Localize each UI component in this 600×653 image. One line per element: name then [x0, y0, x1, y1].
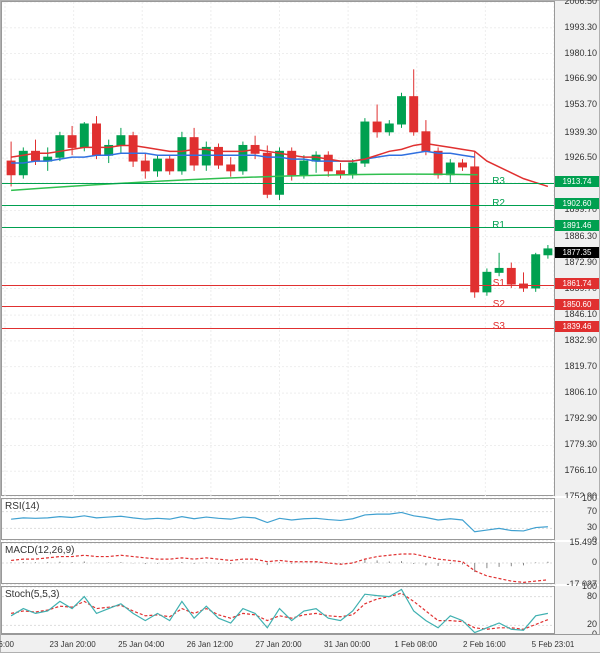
- sr-value-r3: 1913.74: [555, 176, 599, 187]
- macd-y-axis: -17.027015.493: [554, 542, 599, 584]
- macd-panel[interactable]: MACD(12,26,9): [1, 542, 556, 584]
- sr-value-s3: 1839.46: [555, 321, 599, 332]
- sr-value-r1: 1891.46: [555, 220, 599, 231]
- y-tick: 1806.10: [564, 387, 597, 397]
- y-tick: 1939.30: [564, 127, 597, 137]
- sr-value-s2: 1850.60: [555, 299, 599, 310]
- price-y-axis: 2006.50 1993.30 1980.10 1966.90 1953.70 1939.…: [554, 1, 599, 496]
- sr-line-s2: [2, 306, 557, 307]
- x-tick: 25 Jan 04:00: [118, 640, 164, 649]
- sr-value-r2: 1902.60: [555, 198, 599, 209]
- sr-line-s3: [2, 328, 557, 329]
- rsi-plot: [2, 499, 557, 541]
- sr-label-s1: S1: [490, 278, 508, 289]
- sr-label-s2: S2: [490, 299, 508, 310]
- y-tick: 1846.10: [564, 309, 597, 319]
- stoch-plot: [2, 587, 557, 635]
- grid: [2, 2, 557, 497]
- y-tick: 1966.90: [564, 73, 597, 83]
- sr-value-s1: 1861.74: [555, 278, 599, 289]
- y-tick: 1872.90: [564, 257, 597, 267]
- x-tick: 5 Feb 23:01: [532, 640, 575, 649]
- x-tick: 27 Jan 20:00: [255, 640, 301, 649]
- current-price-box: 1877.35: [555, 247, 599, 258]
- y-tick: 1779.30: [564, 439, 597, 449]
- moving-averages: [2, 2, 557, 497]
- sr-label-r1: R1: [489, 220, 508, 231]
- sr-line-r3: [2, 183, 557, 184]
- x-tick: 2 Feb 16:00: [463, 640, 506, 649]
- rsi-panel[interactable]: RSI(14): [1, 498, 556, 540]
- x-tick: 26 Jan 12:00: [187, 640, 233, 649]
- x-tick: 16:00: [0, 640, 14, 649]
- sr-label-r3: R3: [489, 176, 508, 187]
- rsi-y-axis: 03070100: [554, 498, 599, 540]
- y-tick: 1926.50: [564, 152, 597, 162]
- stoch-y-axis: 02080100: [554, 586, 599, 634]
- sr-label-s3: S3: [490, 321, 508, 332]
- sr-line-s1: [2, 285, 557, 286]
- y-tick: 1792.90: [564, 413, 597, 423]
- x-tick: 1 Feb 08:00: [394, 640, 437, 649]
- x-tick: 31 Jan 00:00: [324, 640, 370, 649]
- main-price-chart[interactable]: R3 R2 R1 S1 S2 S3: [1, 1, 556, 496]
- time-x-axis: 16:00 23 Jan 20:00 25 Jan 04:00 26 Jan 12:0…: [1, 634, 600, 652]
- y-tick: 2006.50: [564, 0, 597, 6]
- y-tick: 1819.70: [564, 361, 597, 371]
- stoch-panel[interactable]: Stoch(5,5,3): [1, 586, 556, 634]
- sr-line-r2: [2, 205, 557, 206]
- macd-label: MACD(12,26,9): [5, 545, 74, 556]
- y-tick: 1953.70: [564, 99, 597, 109]
- rsi-label: RSI(14): [5, 501, 39, 512]
- y-tick: 1993.30: [564, 22, 597, 32]
- y-tick: 1980.10: [564, 48, 597, 58]
- sr-label-r2: R2: [489, 198, 508, 209]
- y-tick: 1766.10: [564, 465, 597, 475]
- stoch-label: Stoch(5,5,3): [5, 589, 59, 600]
- candlesticks: [2, 2, 557, 497]
- macd-plot: [2, 543, 557, 585]
- y-tick: 1886.30: [564, 231, 597, 241]
- sr-line-r1: [2, 227, 557, 228]
- chart-container: R3 R2 R1 S1 S2 S3 2006.50 1993.30 1980.10 1966.9…: [0, 0, 600, 653]
- y-tick: 1832.90: [564, 335, 597, 345]
- x-tick: 23 Jan 20:00: [49, 640, 95, 649]
